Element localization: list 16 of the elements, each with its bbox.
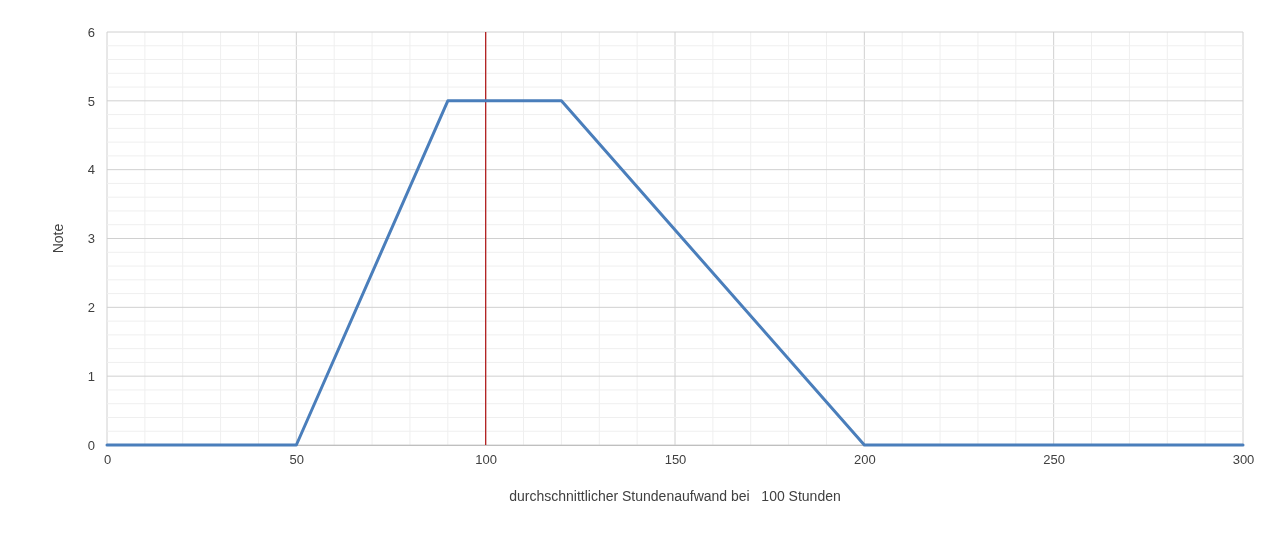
x-tick-label: 100 <box>475 452 498 468</box>
x-tick-label: 50 <box>289 452 305 468</box>
y-tick-label: 2 <box>87 299 95 315</box>
x-tick-label: 200 <box>853 452 876 468</box>
y-tick-label: 1 <box>87 368 95 384</box>
y-tick-label: 6 <box>87 24 95 40</box>
x-axis-title: durchschnittlicher Stundenaufwand bei 100 Stunden <box>509 488 841 504</box>
y-tick-label: 3 <box>87 231 95 247</box>
y-tick-label: 5 <box>87 93 95 109</box>
x-tick-label: 150 <box>664 452 687 468</box>
x-tick-label: 300 <box>1232 452 1255 468</box>
y-axis-title: Note <box>50 223 66 254</box>
x-tick-label: 0 <box>103 452 112 468</box>
x-tick-label: 250 <box>1043 452 1066 468</box>
y-tick-label: 4 <box>87 162 95 178</box>
y-tick-label: 0 <box>87 437 95 453</box>
